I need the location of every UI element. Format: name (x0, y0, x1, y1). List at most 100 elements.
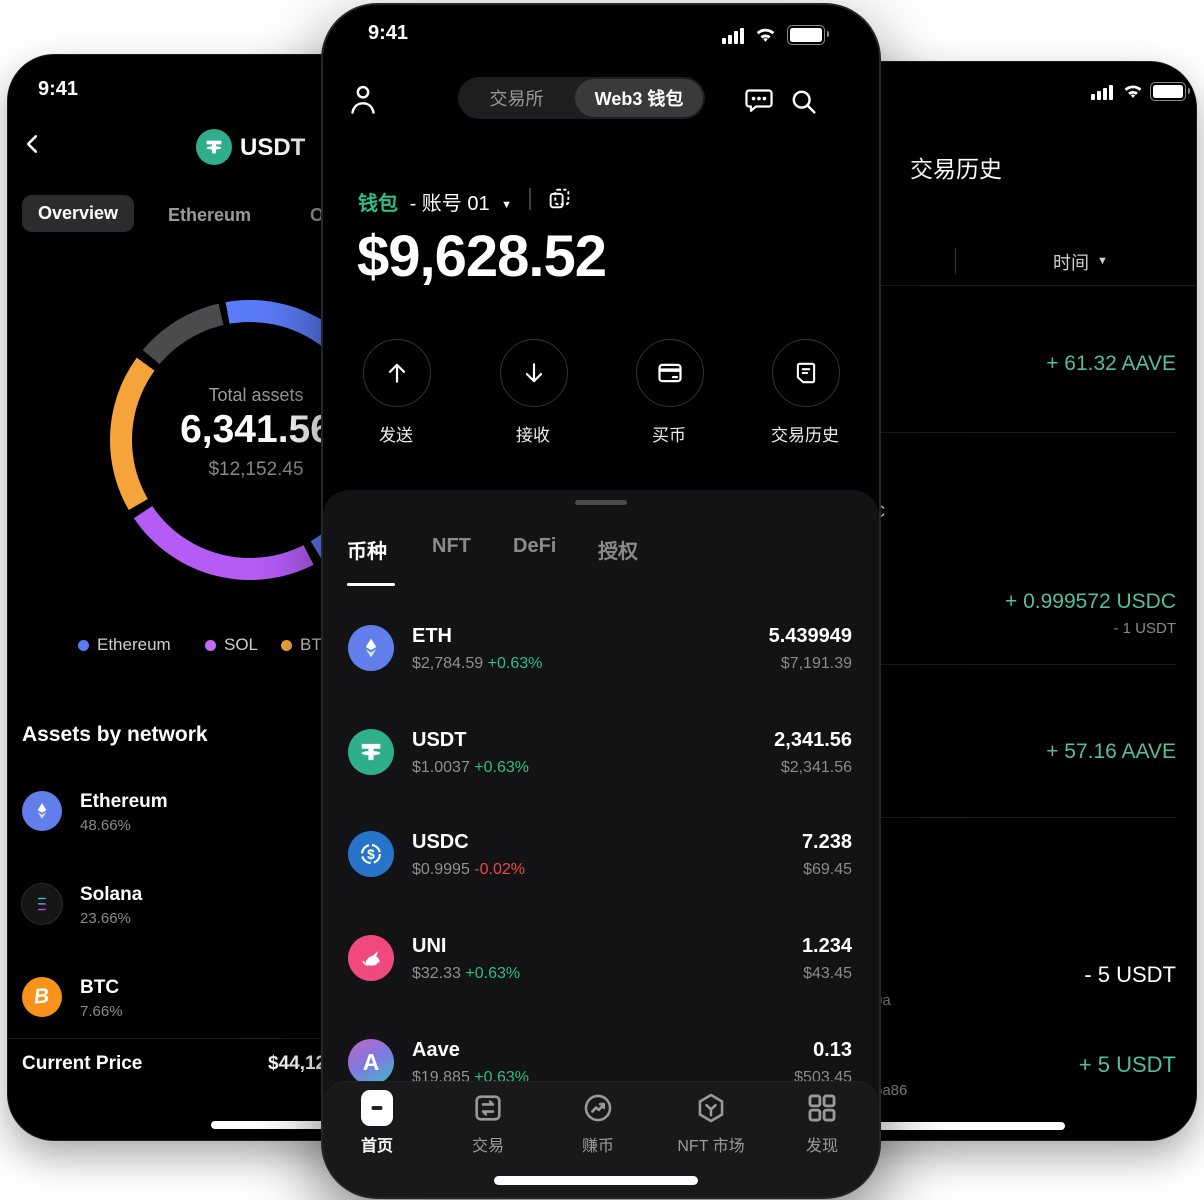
nav-item-earn[interactable]: 赚币 (550, 1090, 646, 1156)
network-pct: 23.66% (80, 910, 131, 927)
account-selector[interactable]: 钱包 - 账号 01 ▼ (358, 187, 512, 216)
action-history[interactable]: 交易历史 (771, 339, 840, 446)
tx-amount: + 5 USDT (1078, 1052, 1176, 1077)
coin-row-aave[interactable]: A Aave $19.885 +0.63% 0.13 $503.45 (348, 1039, 852, 1109)
nav-label: 首页 (360, 1138, 393, 1155)
legend-item-sol: SOL (205, 635, 258, 655)
current-price-value: $44,12 (268, 1053, 327, 1074)
coin-symbol: UNI (412, 935, 447, 957)
document-icon (772, 339, 840, 407)
coin-symbol: USDT (412, 729, 467, 751)
tether-icon (196, 129, 232, 165)
chevron-down-icon: ▼ (1097, 255, 1108, 267)
tx-amount: + 61.32 AAVE (1046, 352, 1176, 375)
current-price-label: Current Price (22, 1053, 143, 1074)
svg-text:$: $ (367, 847, 375, 862)
coin-symbol: USDC (412, 831, 469, 853)
status-time: 9:41 (38, 78, 79, 100)
search-icon[interactable] (789, 87, 818, 116)
action-receive[interactable]: 接收 (500, 339, 568, 446)
network-row-ethereum[interactable]: Ethereum 48.66% (22, 791, 550, 837)
send-icon (363, 339, 431, 407)
section-title-assets-by-network: Assets by network (22, 723, 208, 746)
nav-item-trade[interactable]: 交易 (440, 1090, 536, 1156)
header-segmented-control: 交易所 Web3 钱包 (458, 77, 705, 119)
wallet-label: 钱包 (358, 193, 398, 215)
donut-center-label: Total assets (208, 385, 304, 405)
drag-handle[interactable] (575, 500, 627, 505)
coin-row-usdt[interactable]: USDT $1.0037 +0.63% 2,341.56 $2,341.56 (348, 729, 852, 799)
action-label: 交易历史 (771, 426, 839, 445)
tx-amount: - 5 USDT (1084, 962, 1176, 987)
coin-amount: 7.238 (801, 831, 852, 853)
copy-address-icon[interactable] (547, 186, 572, 211)
action-label: 买币 (652, 426, 686, 445)
divider (877, 664, 1176, 665)
page-title: 交易历史 (910, 156, 1002, 182)
network-pct: 48.66% (80, 817, 131, 834)
coin-row-uni[interactable]: UNI $32.33 +0.63% 1.234 $43.45 (348, 935, 852, 1005)
coin-change: -0.02% (474, 861, 525, 878)
tab-coins[interactable]: 币种 (347, 541, 387, 563)
usdc-icon: $ (348, 831, 394, 877)
filter-time-dropdown[interactable]: 时间 (1053, 253, 1089, 273)
account-name: - 账号 01 (409, 193, 490, 215)
tx-sub-amount: - 1 USDT (1113, 620, 1176, 637)
network-name: Solana (80, 884, 143, 905)
profile-icon[interactable] (348, 83, 378, 115)
receive-icon (500, 339, 568, 407)
assets-sheet: 币种 NFT DeFi 授权 ETH $2,784.59 +0.63% 5.43… (323, 490, 879, 1197)
coin-change: +0.63% (474, 759, 530, 776)
home-indicator[interactable] (857, 1122, 1065, 1130)
coin-row-eth[interactable]: ETH $2,784.59 +0.63% 5.439949 $7,191.39 (348, 625, 852, 695)
coin-symbol: ETH (412, 625, 452, 647)
tx-address-fragment: ba86 (874, 1082, 908, 1099)
wifi-icon (754, 26, 777, 44)
tab-ethereum[interactable]: Ethereum (168, 205, 252, 225)
home-indicator[interactable] (211, 1121, 423, 1129)
tab-clipped[interactable]: O (310, 205, 325, 225)
chevron-down-icon: ▼ (501, 199, 513, 211)
bitcoin-icon: B (22, 977, 62, 1017)
total-balance: $9,628.52 (357, 224, 607, 289)
action-buy-crypto[interactable]: 买币 (636, 339, 704, 446)
divider (529, 188, 531, 210)
aave-icon: A (348, 1039, 394, 1085)
nav-item-nft-market[interactable]: NFT 市场 (663, 1090, 759, 1156)
network-name: Ethereum (80, 791, 168, 812)
action-label: 接收 (516, 426, 550, 445)
legend-dot-btc (281, 639, 292, 651)
divider (877, 817, 1176, 818)
network-pct: 7.66% (80, 1003, 123, 1020)
network-row-btc[interactable]: B BTC 7.66% (22, 977, 550, 1023)
tab-overview[interactable]: Overview (22, 195, 135, 232)
tab-nft[interactable]: NFT (432, 535, 471, 557)
network-row-solana[interactable]: Solana 23.66% (22, 884, 550, 930)
tab-approvals[interactable]: 授权 (598, 541, 638, 563)
action-send[interactable]: 发送 (363, 339, 431, 446)
uniswap-icon (348, 935, 394, 981)
back-icon[interactable] (20, 131, 46, 157)
coin-price: $19.885 (412, 1069, 470, 1086)
coin-amount: 5.439949 (768, 625, 852, 647)
signal-icon (1091, 85, 1113, 100)
coin-change: +0.63% (474, 1069, 530, 1086)
tab-defi[interactable]: DeFi (513, 535, 557, 557)
coin-row-usdc[interactable]: $ USDC $0.9995 -0.02% 7.238 $69.45 (348, 831, 852, 901)
legend-dot-ethereum (78, 639, 89, 651)
nav-item-home[interactable]: 首页 (329, 1090, 425, 1156)
active-tab-underline (347, 583, 395, 586)
tab-exchange[interactable]: 交易所 (489, 89, 544, 109)
tab-web3-wallet[interactable]: Web3 钱包 (575, 79, 703, 117)
card-icon (636, 339, 704, 407)
divider (8, 1038, 564, 1039)
coin-price: $2,784.59 (412, 655, 484, 672)
discover-icon (805, 1090, 839, 1126)
coin-value: $503.45 (794, 1069, 852, 1086)
coin-amount: 1.234 (801, 935, 852, 957)
home-indicator[interactable] (494, 1176, 698, 1185)
chat-icon[interactable] (743, 85, 775, 117)
coin-price: $1.0037 (412, 759, 470, 776)
nav-item-discover[interactable]: 发现 (774, 1090, 870, 1156)
filter-divider (955, 248, 956, 274)
